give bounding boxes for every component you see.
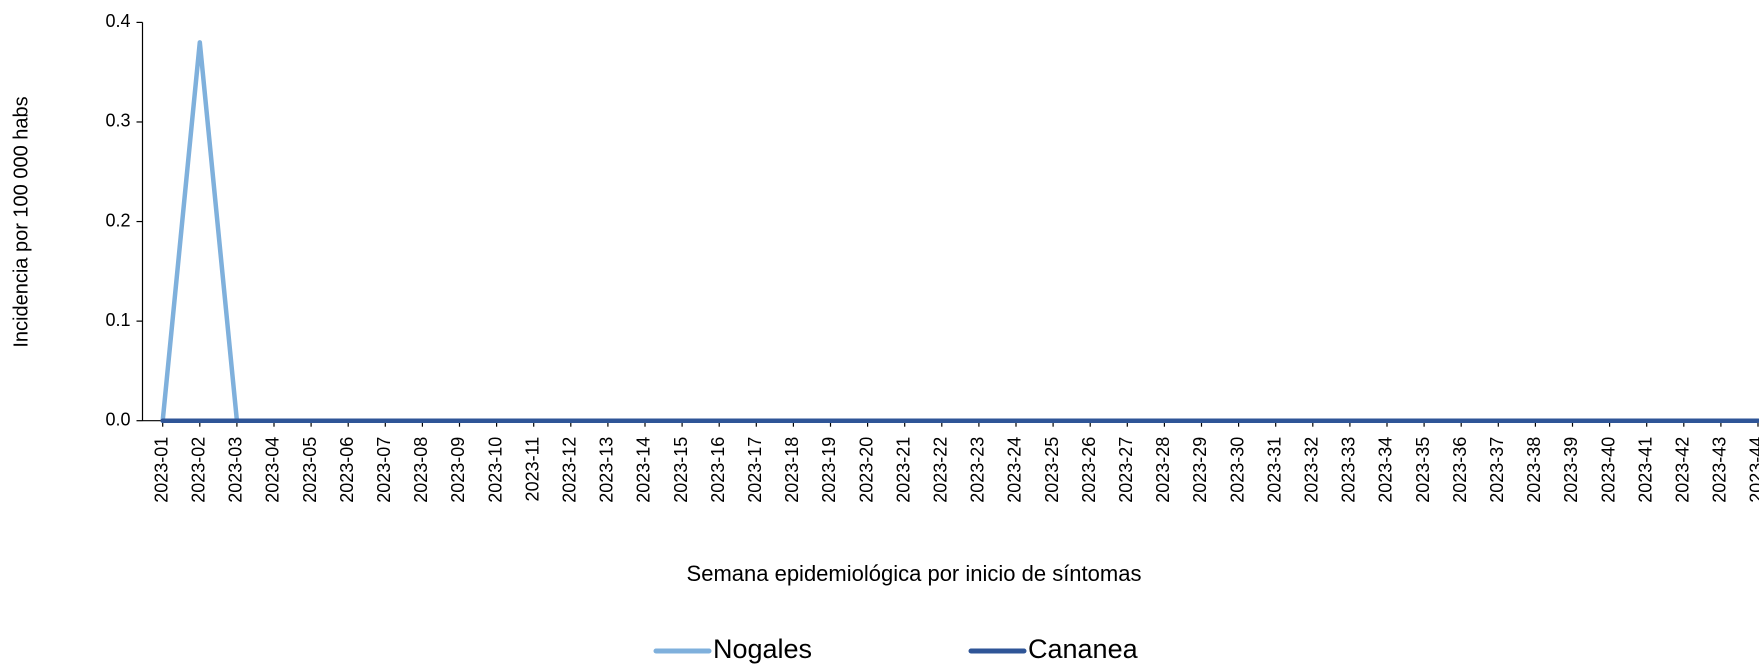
x-tick-label: 2023-05	[300, 437, 320, 503]
x-tick-label: 2023-27	[1116, 437, 1136, 503]
x-tick-label: 2023-15	[671, 437, 691, 503]
x-tick-label: 2023-12	[560, 437, 580, 503]
x-tick-label: 2023-20	[856, 437, 876, 503]
x-tick-label: 2023-18	[782, 437, 802, 503]
x-tick-label: 2023-36	[1450, 437, 1470, 503]
x-tick-label: 2023-17	[745, 437, 765, 503]
x-tick-label: 2023-40	[1598, 437, 1618, 503]
x-tick-label: 2023-19	[819, 437, 839, 503]
x-tick-label: 2023-44	[1747, 437, 1759, 503]
x-axis-label: Semana epidemiológica por inicio de sínt…	[687, 561, 1142, 586]
x-tick-label: 2023-07	[374, 437, 394, 503]
x-tick-label: 2023-39	[1561, 437, 1581, 503]
x-tick-label: 2023-01	[151, 437, 171, 503]
legend-label: Cananea	[1028, 634, 1139, 664]
x-tick-label: 2023-21	[893, 437, 913, 503]
x-tick-label: 2023-09	[448, 437, 468, 503]
x-tick-label: 2023-28	[1153, 437, 1173, 503]
x-tick-label: 2023-16	[708, 437, 728, 503]
y-axis-label: Incidencia por 100 000 habs	[10, 96, 32, 347]
x-tick-label: 2023-37	[1487, 437, 1507, 503]
y-tick-label: 0.3	[105, 111, 130, 131]
x-tick-label: 2023-38	[1524, 437, 1544, 503]
y-tick-label: 0.0	[105, 409, 130, 429]
x-tick-label: 2023-23	[968, 437, 988, 503]
x-tick-label: 2023-34	[1376, 437, 1396, 503]
x-tick-label: 2023-26	[1079, 437, 1099, 503]
x-tick-label: 2023-04	[263, 437, 283, 503]
x-tick-label: 2023-06	[337, 437, 357, 503]
x-tick-label: 2023-35	[1413, 437, 1433, 503]
x-tick-label: 2023-30	[1227, 437, 1247, 503]
x-tick-label: 2023-03	[226, 437, 246, 503]
x-tick-label: 2023-25	[1042, 437, 1062, 503]
y-tick-label: 0.1	[105, 310, 130, 330]
legend-label: Nogales	[713, 634, 812, 664]
x-tick-label: 2023-13	[597, 437, 617, 503]
x-tick-label: 2023-41	[1635, 437, 1655, 503]
x-tick-label: 2023-08	[411, 437, 431, 503]
x-tick-label: 2023-22	[931, 437, 951, 503]
x-tick-label: 2023-14	[634, 437, 654, 503]
x-tick-label: 2023-02	[189, 437, 209, 503]
y-tick-label: 0.4	[105, 11, 130, 31]
x-tick-label: 2023-32	[1302, 437, 1322, 503]
x-tick-label: 2023-29	[1190, 437, 1210, 503]
series-line	[160, 40, 1759, 423]
x-tick-label: 2023-11	[522, 437, 542, 502]
x-tick-label: 2023-10	[485, 437, 505, 503]
x-tick-label: 2023-33	[1339, 437, 1359, 503]
y-tick-label: 0.2	[105, 210, 130, 230]
x-tick-label: 2023-42	[1673, 437, 1693, 503]
x-tick-label: 2023-24	[1005, 437, 1025, 503]
x-tick-label: 2023-43	[1710, 437, 1730, 503]
x-tick-label: 2023-31	[1264, 437, 1284, 503]
